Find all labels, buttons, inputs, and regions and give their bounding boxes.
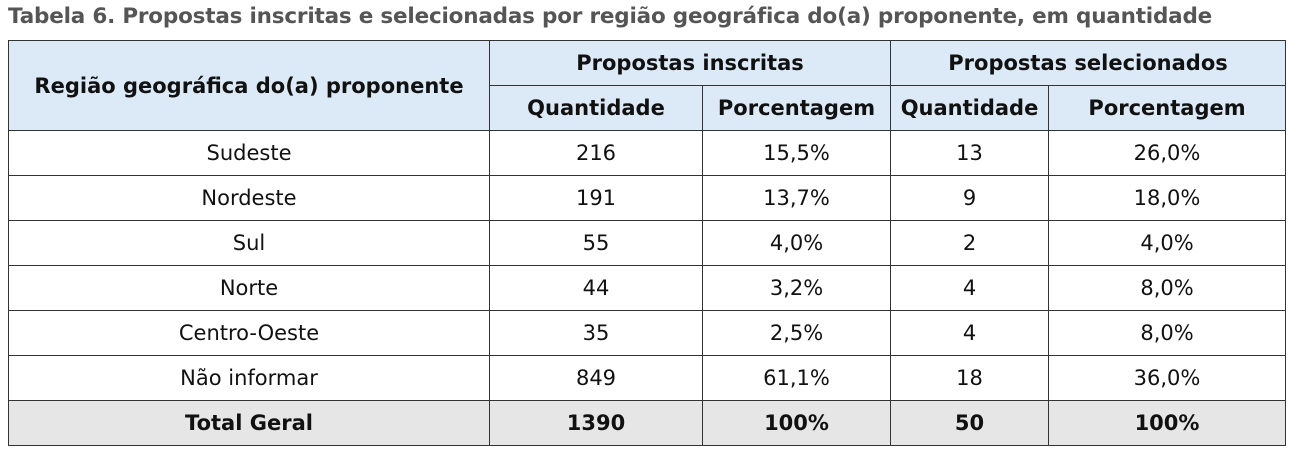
value-cell: 36,0% bbox=[1048, 355, 1287, 401]
data-row: Nordeste 191 13,7% 9 18,0% bbox=[8, 175, 1287, 221]
subheader: Quantidade bbox=[890, 85, 1050, 131]
subheader: Porcentagem bbox=[701, 85, 892, 131]
value-cell: 35 bbox=[489, 310, 703, 356]
region-cell: Não informar bbox=[8, 355, 490, 401]
subheader: Porcentagem bbox=[1048, 85, 1287, 131]
value-cell: 55 bbox=[489, 220, 703, 266]
value-cell: 8,0% bbox=[1048, 310, 1287, 356]
data-table: Região geográfica do(a) proponente Propos… bbox=[8, 40, 1287, 446]
value-cell: 4,0% bbox=[1048, 220, 1287, 266]
value-cell: 2,5% bbox=[701, 310, 892, 356]
total-row: Total Geral 1390 100% 50 100% bbox=[8, 400, 1287, 446]
value-cell: 44 bbox=[489, 265, 703, 311]
data-row: Centro-Oeste 35 2,5% 4 8,0% bbox=[8, 310, 1287, 356]
total-value: 100% bbox=[701, 400, 892, 446]
value-cell: 13 bbox=[890, 130, 1050, 176]
header-row: Região geográfica do(a) proponente Propos… bbox=[8, 40, 1287, 131]
value-cell: 18 bbox=[890, 355, 1050, 401]
value-cell: 61,1% bbox=[701, 355, 892, 401]
region-header: Região geográfica do(a) proponente bbox=[8, 40, 490, 131]
data-row: Sul 55 4,0% 2 4,0% bbox=[8, 220, 1287, 266]
subheader-row: Quantidade Porcentagem Quantidade Porcentag… bbox=[9, 85, 1287, 131]
data-row: Sudeste 216 15,5% 13 26,0% bbox=[8, 130, 1287, 176]
region-cell: Sul bbox=[8, 220, 490, 266]
value-cell: 8,0% bbox=[1048, 265, 1287, 311]
total-label: Total Geral bbox=[8, 400, 490, 446]
total-value: 50 bbox=[890, 400, 1050, 446]
data-row: Norte 44 3,2% 4 8,0% bbox=[8, 265, 1287, 311]
data-row: Não informar 849 61,1% 18 36,0% bbox=[8, 355, 1287, 401]
region-cell: Norte bbox=[8, 265, 490, 311]
value-cell: 2 bbox=[890, 220, 1050, 266]
value-cell: 3,2% bbox=[701, 265, 892, 311]
value-cell: 216 bbox=[489, 130, 703, 176]
value-cell: 191 bbox=[489, 175, 703, 221]
region-cell: Nordeste bbox=[8, 175, 490, 221]
total-value: 1390 bbox=[489, 400, 703, 446]
value-cell: 26,0% bbox=[1048, 130, 1287, 176]
region-cell: Centro-Oeste bbox=[8, 310, 490, 356]
value-cell: 18,0% bbox=[1048, 175, 1287, 221]
table-title: Tabela 6. Propostas inscritas e selecion… bbox=[8, 4, 1213, 29]
total-value: 100% bbox=[1048, 400, 1287, 446]
value-cell: 9 bbox=[890, 175, 1050, 221]
value-cell: 4 bbox=[890, 265, 1050, 311]
region-cell: Sudeste bbox=[8, 130, 490, 176]
value-cell: 4,0% bbox=[701, 220, 892, 266]
value-cell: 4 bbox=[890, 310, 1050, 356]
subheader: Quantidade bbox=[489, 85, 703, 131]
group-header: Propostas selecionados bbox=[890, 40, 1287, 86]
group-header: Propostas inscritas bbox=[488, 40, 892, 86]
value-cell: 15,5% bbox=[701, 130, 892, 176]
value-cell: 849 bbox=[489, 355, 703, 401]
value-cell: 13,7% bbox=[701, 175, 892, 221]
